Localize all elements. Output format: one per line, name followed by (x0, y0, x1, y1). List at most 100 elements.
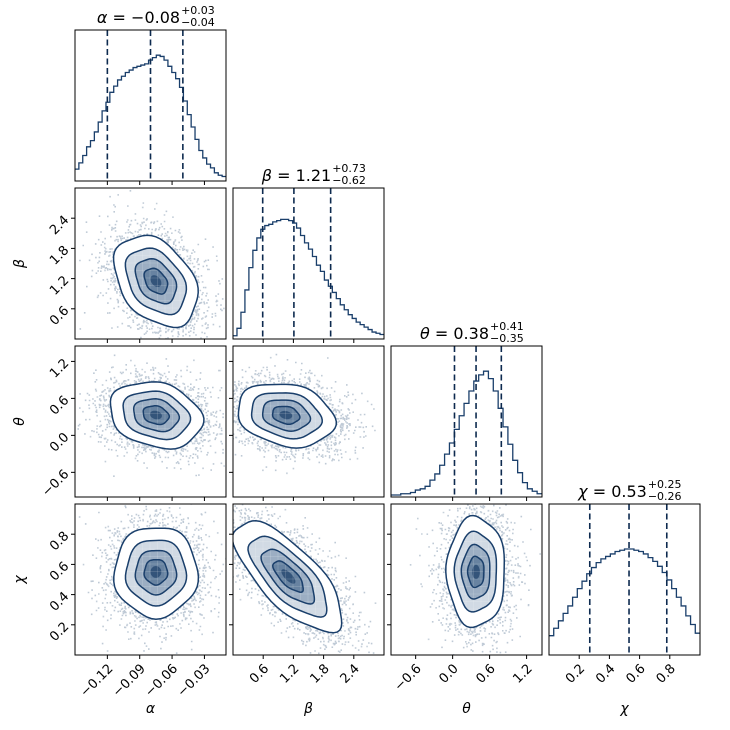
title-upper-error: +0.73 (332, 162, 366, 175)
x-tick-label: 1.2 (277, 661, 302, 686)
contour-core (150, 566, 162, 578)
y-tick-label: 0.6 (47, 393, 72, 418)
x-tick-label: 0.6 (623, 661, 648, 686)
contour-line-2 (132, 398, 181, 433)
histogram-title-0: α = −0.08 (97, 8, 180, 27)
histogram-step-2 (391, 370, 542, 496)
histogram-title-3: χ = 0.53 (577, 482, 647, 501)
contour-core (472, 564, 480, 580)
contour-line-1 (122, 390, 192, 441)
sample-points (75, 354, 226, 477)
y-tick-label: 0.2 (47, 619, 72, 644)
contour-line-2 (260, 548, 316, 605)
scatter-panel-3-0 (71, 503, 227, 659)
title-upper-error: +0.03 (181, 4, 215, 17)
y-tick-label: 1.8 (47, 243, 72, 268)
panel-frame (232, 345, 385, 498)
contour-line-2 (134, 549, 178, 596)
panel-frame (74, 29, 227, 182)
scatter-panel-3-1 (229, 503, 385, 659)
contour-line-3 (466, 555, 485, 589)
contour-line-1 (247, 535, 328, 618)
panel-frame (74, 503, 227, 656)
y-axis-label-3: χ (12, 575, 28, 585)
x-axis-label-1: β (303, 701, 313, 717)
density-grid (233, 346, 384, 497)
y-tick-label: 1.2 (47, 273, 72, 298)
histogram-panel-2 (390, 345, 543, 501)
y-tick-label: 0.6 (47, 303, 72, 328)
y-tick-label: −0.6 (39, 467, 72, 500)
contour-line-3 (271, 405, 301, 426)
x-tick-label: −0.03 (175, 661, 214, 700)
x-tick-label: −0.06 (142, 661, 181, 700)
contour-line-3 (143, 267, 169, 295)
histogram-title-1: β = 1.21 (261, 166, 331, 185)
title-upper-error: +0.41 (490, 320, 524, 333)
x-tick-label: 0.6 (247, 661, 272, 686)
panel-frame (390, 345, 543, 498)
x-tick-label: −0.6 (392, 661, 425, 694)
panel-frame (74, 345, 227, 498)
y-tick-label: 1.2 (47, 356, 72, 381)
contour-line-3 (143, 558, 169, 586)
x-axis-label-3: χ (619, 701, 629, 717)
x-tick-label: 1.2 (510, 661, 535, 686)
scatter-panel-2-0 (71, 345, 227, 501)
histogram-step-3 (549, 548, 700, 637)
panel-frame (74, 187, 227, 340)
panel-frame (548, 503, 701, 656)
contour-line-3 (272, 560, 304, 593)
panel-frame (390, 503, 543, 656)
contour-core (149, 410, 162, 420)
contour-line-0 (237, 383, 338, 449)
histogram-step-1 (233, 218, 384, 337)
y-axis-label-2: θ (12, 417, 28, 426)
contour-line-1 (124, 247, 188, 316)
titles-group: α = −0.08 +0.03−0.04 β = 1.21 +0.73−0.62 θ =… (97, 4, 682, 503)
panel-frame (232, 503, 385, 656)
contour-line-0 (109, 381, 205, 450)
contour-line-3 (142, 405, 171, 426)
title-lower-error: −0.26 (648, 490, 682, 503)
x-tick-label: 0.6 (473, 661, 498, 686)
y-tick-label: 0.8 (47, 529, 72, 554)
x-tick-label: −0.12 (78, 661, 117, 700)
y-tick-label: 0.4 (47, 589, 72, 614)
y-tick-label: 0.6 (47, 559, 72, 584)
histogram-panel-3 (548, 503, 701, 659)
contour-core (279, 410, 293, 420)
x-axis-label-2: θ (462, 701, 471, 717)
contour-core (150, 275, 162, 287)
density-grid (75, 504, 226, 655)
x-tick-label: 0.8 (654, 661, 679, 686)
scatter-panel-2-1 (229, 345, 385, 501)
contour-line-1 (453, 530, 498, 613)
histogram-panel-0 (74, 29, 227, 185)
contour-line-0 (112, 234, 199, 329)
x-tick-label: 2.4 (338, 661, 363, 686)
x-tick-label: 0.0 (436, 661, 461, 686)
title-lower-error: −0.04 (181, 16, 215, 29)
contour-core (281, 569, 296, 584)
x-tick-label: 0.4 (593, 661, 618, 686)
panel-frame (232, 187, 385, 340)
title-lower-error: −0.62 (332, 174, 366, 187)
histogram-panel-1 (232, 187, 385, 343)
x-tick-label: 0.2 (563, 661, 588, 686)
y-axis-label-1: β (12, 259, 28, 269)
contour-line-2 (460, 543, 491, 600)
contour-line-2 (134, 257, 178, 305)
contour-line-2 (261, 399, 312, 432)
scatter-panel-1-0 (71, 187, 227, 343)
title-lower-error: −0.35 (490, 332, 524, 345)
contour-line-1 (250, 392, 323, 440)
histogram-title-2: θ = 0.38 (420, 324, 489, 343)
contour-line-0 (233, 519, 343, 634)
x-axis-label-0: α (146, 701, 156, 717)
y-tick-label: 2.4 (47, 213, 72, 238)
contour-line-1 (124, 539, 188, 607)
x-tick-label: 1.8 (307, 661, 332, 686)
